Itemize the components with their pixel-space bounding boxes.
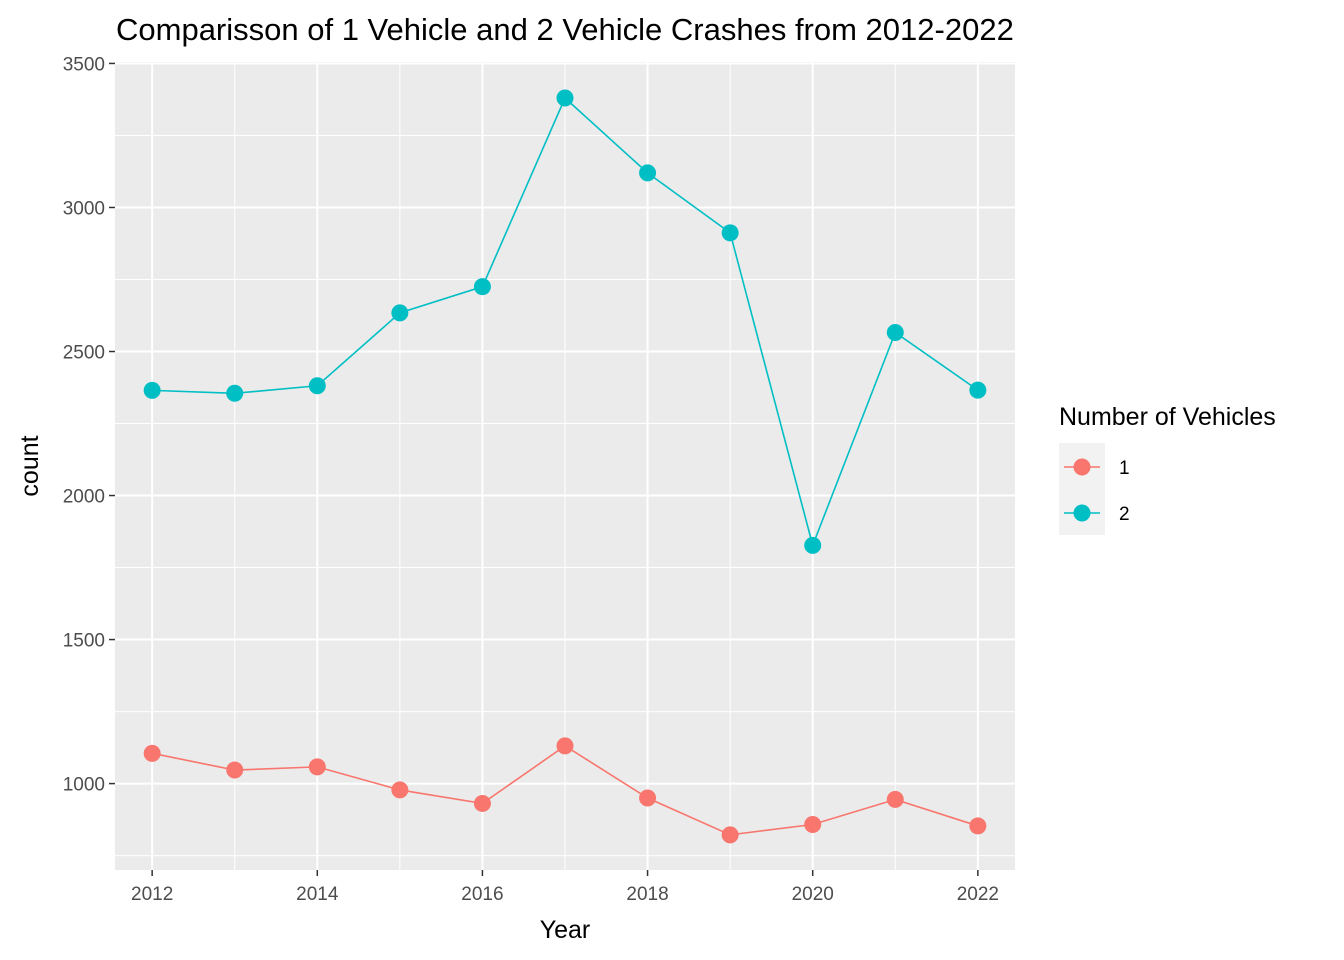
x-tick-label: 2022 bbox=[957, 884, 999, 905]
data-point-2 bbox=[969, 381, 987, 399]
y-tick-label: 1500 bbox=[63, 631, 105, 652]
data-point-1 bbox=[721, 826, 739, 844]
series-points bbox=[143, 89, 987, 844]
y-tick-label: 2500 bbox=[63, 342, 105, 363]
data-point-1 bbox=[391, 781, 409, 799]
legend: Number of Vehicles 1 2 bbox=[1059, 403, 1276, 535]
legend-label-1: 1 bbox=[1119, 458, 1130, 479]
data-point-1 bbox=[308, 758, 326, 776]
data-point-1 bbox=[473, 794, 491, 812]
major-gridlines bbox=[115, 62, 1015, 870]
data-point-2 bbox=[308, 377, 326, 395]
data-point-1 bbox=[226, 761, 244, 779]
data-point-2 bbox=[556, 89, 574, 107]
y-tick-label: 3000 bbox=[63, 198, 105, 219]
legend-title: Number of Vehicles bbox=[1059, 403, 1276, 431]
data-point-1 bbox=[804, 815, 822, 833]
data-point-1 bbox=[639, 789, 657, 807]
x-axis: 2012 2014 2016 2018 2020 2022 bbox=[131, 870, 999, 905]
y-axis: 1000 1500 2000 2500 3000 3500 bbox=[63, 54, 115, 796]
data-point-2 bbox=[473, 278, 491, 296]
data-point-2 bbox=[143, 381, 161, 399]
x-tick-label: 2014 bbox=[296, 884, 339, 905]
data-point-2 bbox=[391, 304, 409, 322]
x-tick-label: 2012 bbox=[131, 884, 173, 905]
y-tick-label: 2000 bbox=[63, 487, 105, 508]
legend-key-point-2 bbox=[1073, 504, 1091, 522]
data-point-2 bbox=[226, 384, 244, 402]
legend-key-point-1 bbox=[1073, 458, 1091, 476]
data-point-1 bbox=[969, 817, 987, 835]
x-tick-label: 2016 bbox=[461, 884, 503, 905]
data-point-2 bbox=[721, 224, 739, 242]
y-axis-title: count bbox=[16, 435, 44, 496]
data-point-1 bbox=[886, 790, 904, 808]
data-point-2 bbox=[886, 323, 904, 341]
data-point-2 bbox=[804, 536, 822, 554]
data-point-1 bbox=[143, 744, 161, 762]
x-tick-label: 2018 bbox=[626, 884, 668, 905]
x-tick-label: 2020 bbox=[792, 884, 834, 905]
chart-title: Comparisson of 1 Vehicle and 2 Vehicle C… bbox=[116, 12, 1014, 47]
y-tick-label: 1000 bbox=[63, 775, 105, 796]
data-point-1 bbox=[556, 737, 574, 755]
data-point-2 bbox=[639, 164, 657, 182]
x-axis-title: Year bbox=[540, 916, 591, 944]
y-tick-label: 3500 bbox=[63, 54, 105, 75]
minor-gridlines bbox=[115, 62, 1015, 870]
legend-label-2: 2 bbox=[1119, 504, 1130, 525]
